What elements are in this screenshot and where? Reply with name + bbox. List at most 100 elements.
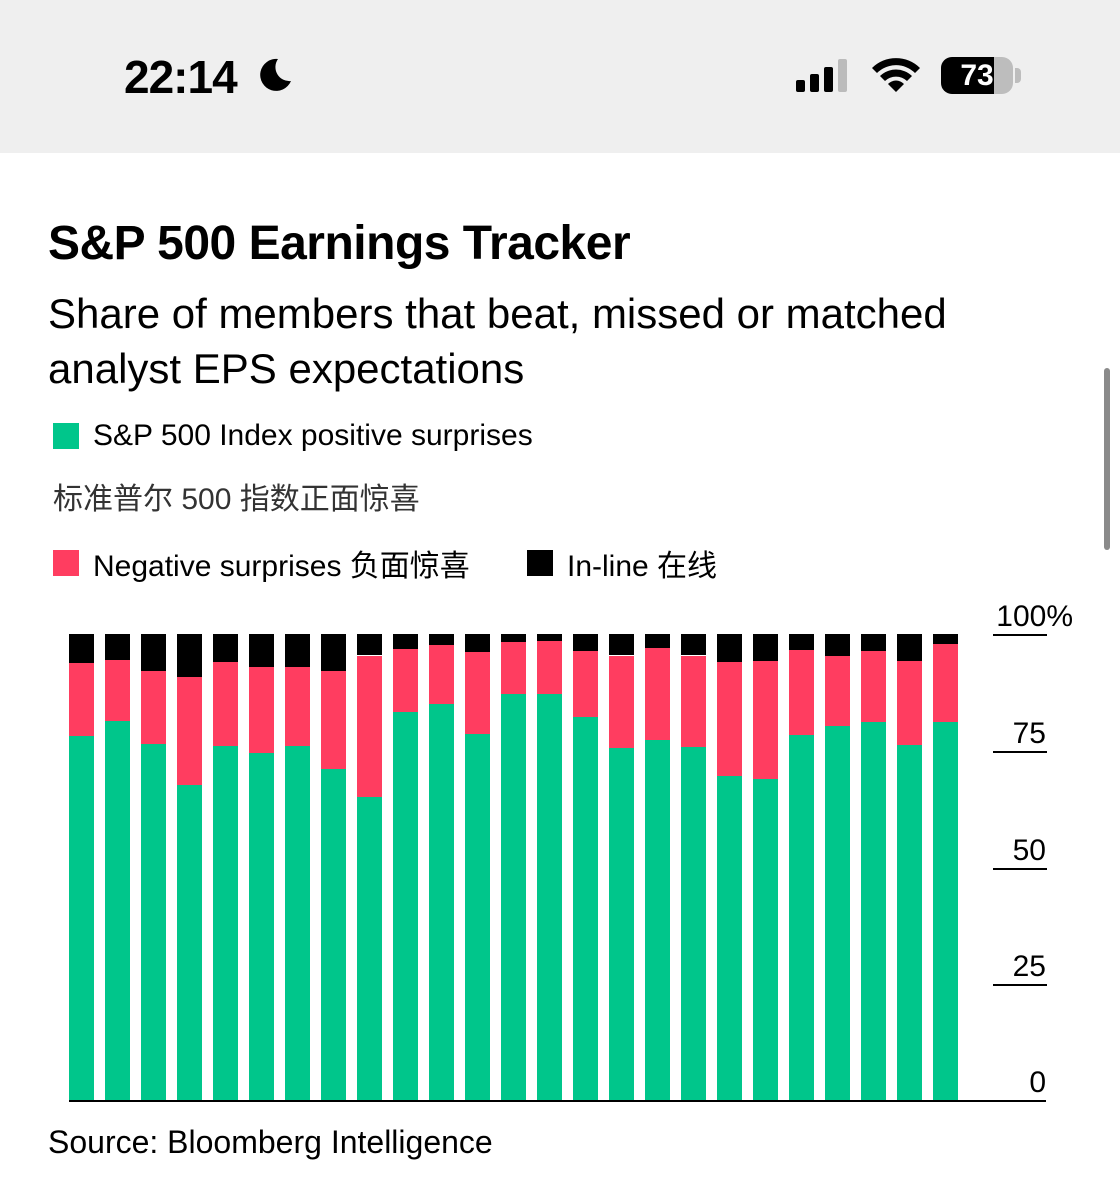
- bar-23: [861, 634, 886, 1101]
- bar-segment-inline: [249, 634, 274, 668]
- bar-17: [645, 634, 670, 1101]
- bar-14: [537, 634, 562, 1101]
- y-tick-label: 0: [1029, 1066, 1046, 1099]
- bar-segment-positive: [609, 748, 634, 1101]
- legend-negative: Negative surprises 负面惊喜: [53, 541, 470, 585]
- bar-16: [609, 634, 634, 1101]
- bar-22: [825, 634, 850, 1101]
- bar-8: [321, 634, 346, 1101]
- bar-segment-positive: [537, 693, 562, 1101]
- bar-segment-negative: [357, 655, 382, 798]
- bar-5: [213, 634, 238, 1101]
- bar-segment-negative: [429, 645, 454, 704]
- bar-segment-inline: [789, 634, 814, 650]
- bar-segment-positive: [717, 776, 742, 1101]
- bar-segment-positive: [177, 784, 202, 1101]
- status-bar: 22:14 73: [0, 0, 1120, 153]
- y-tick-line: [993, 634, 1047, 636]
- y-tick-label: 50: [1012, 833, 1046, 867]
- bar-segment-inline: [717, 634, 742, 663]
- cellular-signal-icon: [796, 58, 847, 92]
- bar-segment-positive: [69, 735, 94, 1101]
- bar-segment-inline: [933, 634, 958, 644]
- plot-area: [69, 634, 958, 1101]
- bar-segment-negative: [141, 670, 166, 745]
- bar-segment-negative: [177, 676, 202, 785]
- bar-segment-positive: [429, 703, 454, 1101]
- bar-1: [69, 634, 94, 1101]
- bar-segment-inline: [177, 634, 202, 677]
- bar-segment-inline: [465, 634, 490, 653]
- bar-2: [105, 634, 130, 1101]
- bar-segment-positive: [501, 694, 526, 1101]
- bar-segment-positive: [645, 740, 670, 1101]
- bar-segment-negative: [69, 662, 94, 736]
- bar-segment-positive: [897, 745, 922, 1101]
- legend-swatch-positive: [53, 423, 79, 449]
- battery-icon: 73: [941, 57, 1013, 94]
- bar-segment-inline: [537, 634, 562, 642]
- bar-21: [789, 634, 814, 1101]
- bar-9: [357, 634, 382, 1101]
- bar-segment-negative: [105, 660, 130, 722]
- bar-3: [141, 634, 166, 1101]
- x-axis-baseline: [69, 1100, 1046, 1102]
- clock: 22:14: [124, 51, 238, 103]
- bar-segment-negative: [861, 650, 886, 722]
- bar-segment-positive: [285, 746, 310, 1101]
- bar-7: [285, 634, 310, 1101]
- bar-segment-positive: [465, 734, 490, 1101]
- bar-segment-negative: [501, 641, 526, 695]
- bar-segment-negative: [249, 667, 274, 754]
- chart-title: S&P 500 Earnings Tracker: [48, 217, 631, 270]
- bar-6: [249, 634, 274, 1101]
- bar-segment-negative: [285, 666, 310, 747]
- bar-segment-inline: [897, 634, 922, 661]
- bar-segment-negative: [537, 641, 562, 694]
- chart-source: Source: Bloomberg Intelligence: [48, 1124, 493, 1160]
- legend-positive: S&P 500 Index positive surprises: [53, 419, 533, 453]
- bar-segment-inline: [681, 634, 706, 656]
- moon-icon: [260, 58, 291, 91]
- bar-segment-inline: [501, 634, 526, 642]
- chart-subtitle: Share of members that beat, missed or ma…: [48, 290, 947, 392]
- bar-segment-negative: [897, 660, 922, 746]
- legend-inline: In-line 在线: [527, 541, 717, 585]
- bar-segment-inline: [105, 634, 130, 661]
- bar-segment-inline: [141, 634, 166, 671]
- bar-segment-inline: [861, 634, 886, 651]
- bar-segment-inline: [321, 634, 346, 671]
- bar-segment-positive: [213, 746, 238, 1101]
- bar-segment-positive: [753, 779, 778, 1101]
- y-tick-line: [993, 984, 1047, 987]
- bar-25: [933, 634, 958, 1101]
- bar-11: [429, 634, 454, 1101]
- legend-label-inline: In-line 在线: [567, 550, 718, 583]
- legend-label-negative: Negative surprises 负面惊喜: [93, 550, 470, 583]
- bar-segment-negative: [789, 649, 814, 735]
- bar-10: [393, 634, 418, 1101]
- bar-segment-inline: [429, 634, 454, 646]
- bar-segment-positive: [825, 725, 850, 1101]
- y-tick-line: [993, 750, 1047, 753]
- bar-segment-negative: [825, 656, 850, 726]
- bar-segment-inline: [609, 634, 634, 656]
- battery-level: 73: [960, 59, 994, 92]
- legend-swatch-inline: [527, 550, 553, 576]
- bar-15: [573, 634, 598, 1101]
- bar-segment-negative: [609, 655, 634, 749]
- bar-segment-positive: [249, 753, 274, 1101]
- y-tick-label: 100%: [996, 600, 1073, 633]
- bar-segment-inline: [825, 634, 850, 657]
- scrollbar[interactable]: [1104, 368, 1110, 550]
- bar-segment-inline: [357, 634, 382, 656]
- bar-segment-positive: [789, 734, 814, 1101]
- bar-segment-negative: [393, 648, 418, 713]
- y-tick-label: 25: [1012, 950, 1046, 984]
- bar-segment-positive: [141, 744, 166, 1101]
- bar-segment-negative: [933, 643, 958, 723]
- bar-segment-positive: [933, 722, 958, 1101]
- bar-segment-inline: [753, 634, 778, 662]
- bar-segment-positive: [861, 721, 886, 1101]
- bar-12: [465, 634, 490, 1101]
